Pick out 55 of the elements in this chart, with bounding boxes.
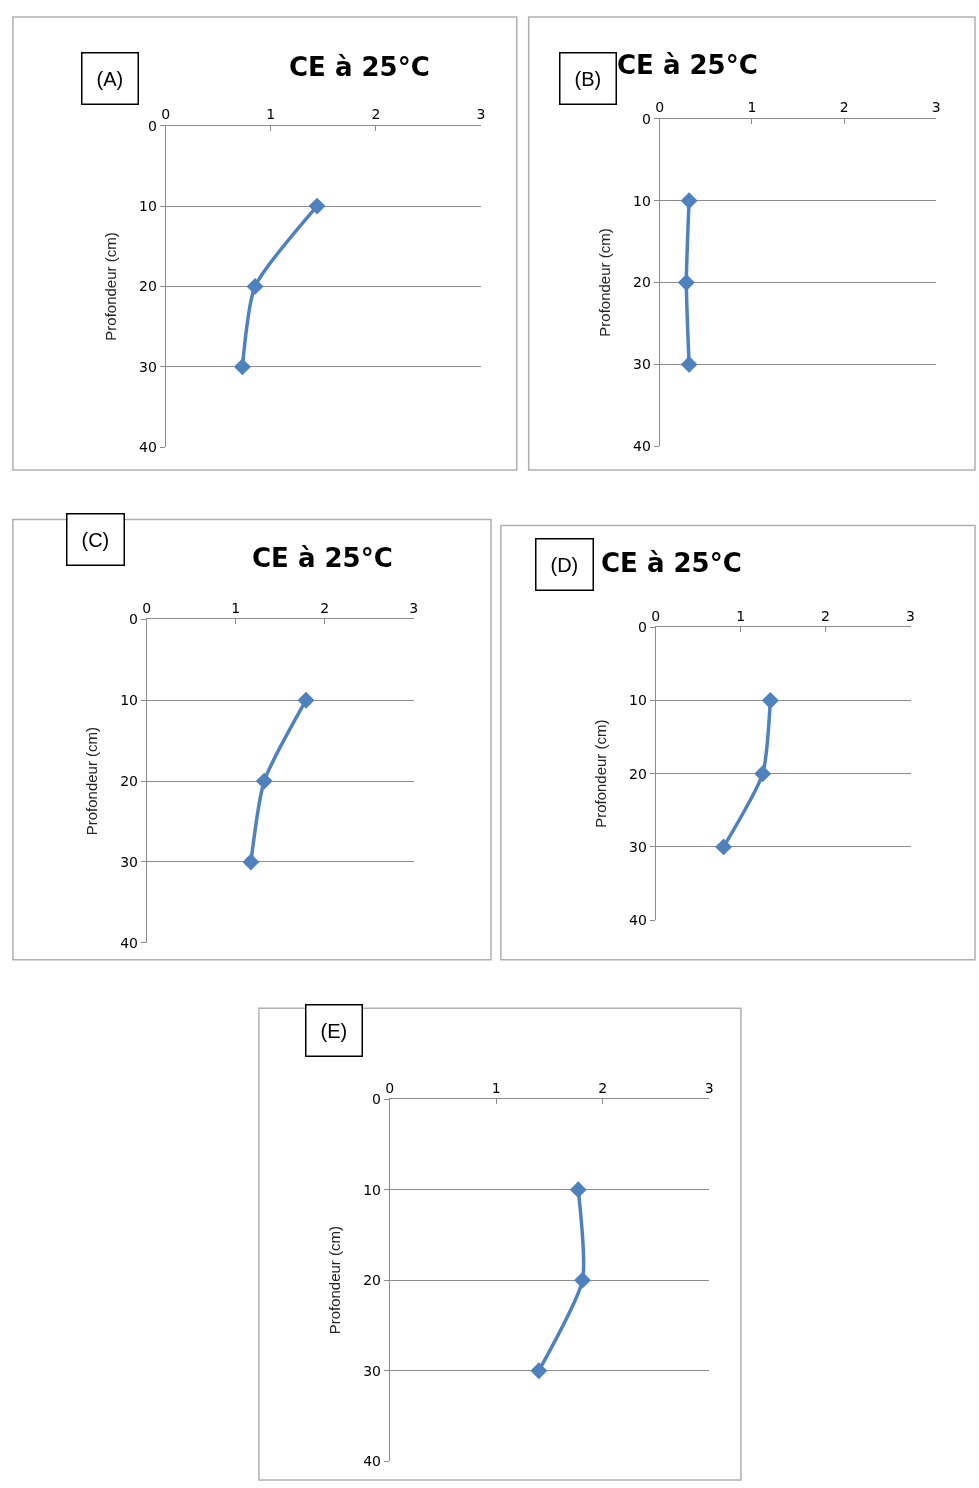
text: (D) [550,553,579,576]
x-tick-label: 2 [839,99,849,116]
y-tick-label: 40 [629,911,647,928]
y-axis-title: Profondeur (cm) [326,1225,344,1335]
y-tick-label: 10 [632,192,651,209]
chart-title: CE à 25°C [252,543,393,573]
x-tick-label: 1 [266,106,276,123]
y-axis-title: Profondeur (cm) [83,726,101,836]
y-tick-label: 30 [632,356,651,373]
y-tick-label: 10 [629,692,647,709]
y-axis-title: Profondeur (cm) [592,719,610,828]
y-axis-title: Profondeur (cm) [102,232,120,341]
y-tick-label: 40 [120,934,139,951]
x-tick-label: 1 [747,99,757,116]
x-tick-label: 3 [476,106,486,123]
chart-title: CE à 25°C [289,52,430,82]
y-axis-title: Profondeur (cm) [596,228,614,337]
y-tick-label: 10 [139,198,157,214]
y-tick-label: 20 [139,278,157,295]
y-tick-label: 0 [372,1091,382,1108]
x-tick-label: 2 [821,607,831,624]
text: (C) [81,528,110,551]
x-tick-label: 0 [655,99,665,116]
x-tick-label: 3 [409,599,419,616]
x-tick-label: 1 [491,1079,501,1096]
y-tick-label: 20 [363,1272,382,1289]
y-tick-label: 10 [363,1181,382,1198]
x-tick-label: 1 [231,599,241,616]
x-tick-label: 1 [736,607,746,624]
x-tick-label: 2 [320,599,330,616]
text: (B) [574,67,602,90]
x-tick-label: 3 [931,99,941,116]
y-tick-label: 0 [637,619,647,636]
y-tick-label: 0 [147,117,157,134]
y-tick-label: 20 [629,765,647,782]
x-tick-label: 0 [385,1079,395,1096]
x-tick-label: 2 [598,1079,608,1096]
y-tick-label: 20 [632,274,651,291]
chart-title: CE à 25°C [601,548,742,578]
x-tick-label: 3 [704,1079,714,1096]
text: (E) [320,1019,348,1042]
y-tick-label: 40 [363,1453,382,1470]
y-tick-label: 30 [120,853,139,870]
y-tick-label: 30 [629,838,647,855]
text: (A) [96,67,124,90]
y-tick-label: 30 [139,358,157,375]
y-tick-label: 10 [120,692,139,709]
x-tick-label: 2 [371,106,381,123]
y-tick-label: 40 [139,439,157,456]
chart-title: CE à 25°C [617,50,758,80]
x-tick-label: 3 [906,607,915,624]
y-tick-label: 30 [363,1362,382,1379]
y-tick-label: 40 [632,438,651,455]
x-tick-label: 0 [161,106,171,123]
y-tick-label: 20 [120,772,139,789]
